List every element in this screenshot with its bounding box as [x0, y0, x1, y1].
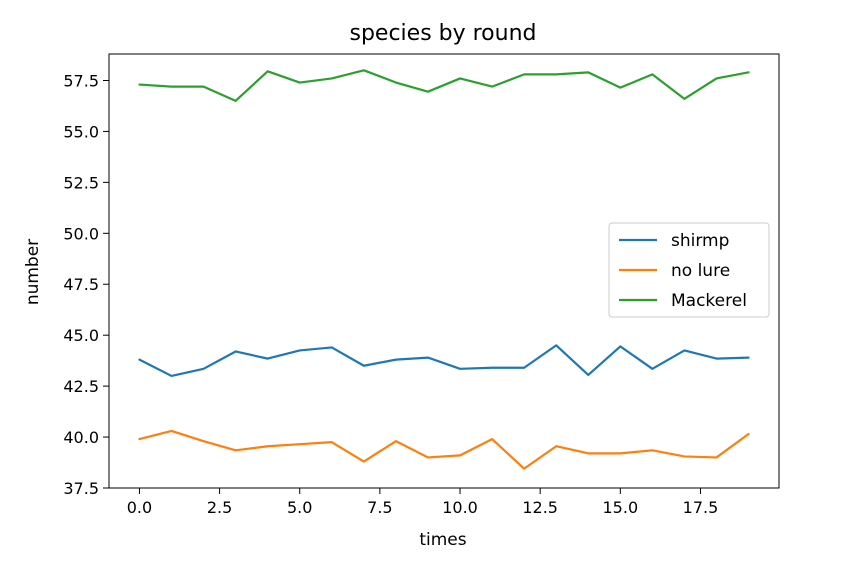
x-tick-label: 10.0 [442, 498, 478, 517]
y-tick-label: 47.5 [63, 275, 99, 294]
y-tick-label: 40.0 [63, 428, 99, 447]
legend-label-no-lure: no lure [671, 261, 730, 281]
y-tick-label: 57.5 [63, 71, 99, 90]
y-tick-label: 55.0 [63, 122, 99, 141]
x-tick-label: 17.5 [683, 498, 719, 517]
legend: shirmp no lure Mackerel [608, 222, 770, 318]
chart-title: species by round [349, 21, 536, 46]
legend-label-mackerel: Mackerel [671, 291, 747, 311]
y-tick-label: 50.0 [63, 224, 99, 243]
y-tick-label: 45.0 [63, 326, 99, 345]
x-tick-label: 5.0 [287, 498, 312, 517]
y-axis-label: number [23, 239, 43, 305]
x-tick-label: 12.5 [522, 498, 558, 517]
x-tick-label: 0.0 [127, 498, 152, 517]
y-tick-label: 52.5 [63, 173, 99, 192]
x-tick-label: 7.5 [367, 498, 392, 517]
y-tick-label: 37.5 [63, 479, 99, 498]
series-line-mackerel [138, 69, 750, 102]
y-tick-label: 42.5 [63, 377, 99, 396]
legend-box [608, 222, 770, 318]
axes-frame [108, 53, 780, 489]
plot-area: 0.0 2.5 5.0 7.5 10.0 12.5 15.0 17.5 37.5 40.0 42.5… [63, 53, 780, 517]
x-tick-label: 15.0 [603, 498, 639, 517]
legend-label-shirmp: shirmp [671, 231, 729, 251]
x-tick-label: 2.5 [207, 498, 232, 517]
series-line-no-lure [138, 429, 750, 470]
x-axis-label: times [419, 530, 466, 550]
series-line-shirmp [138, 344, 750, 378]
